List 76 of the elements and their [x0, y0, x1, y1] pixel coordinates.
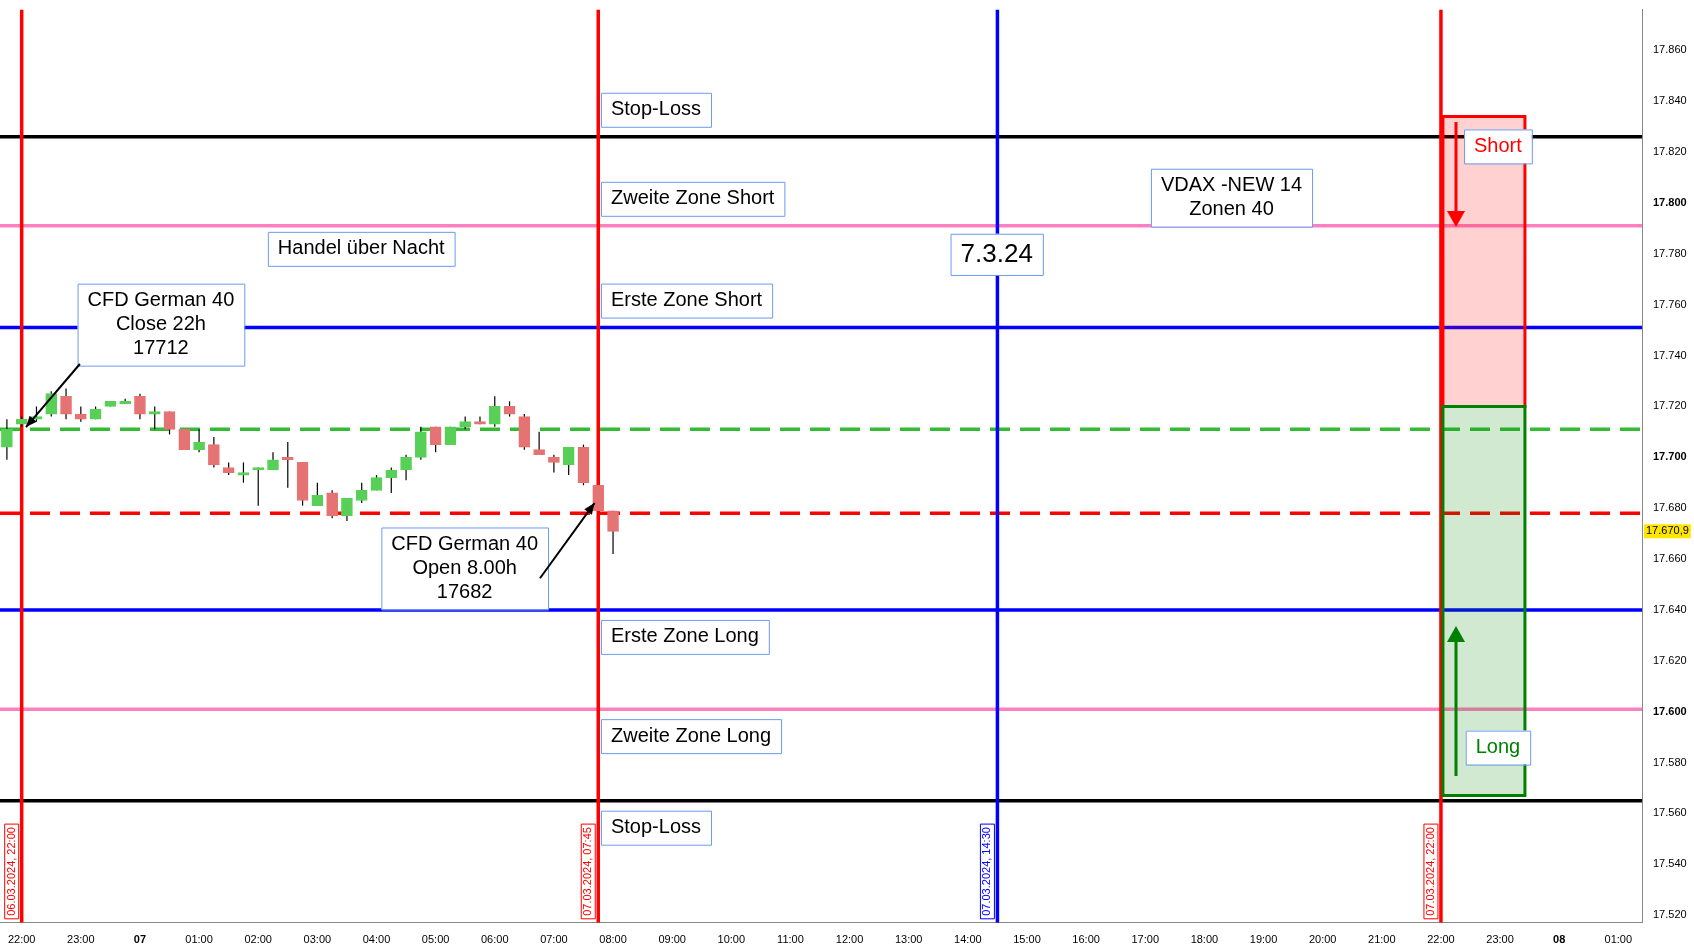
y-tick-label: 17.560 [1653, 806, 1687, 819]
x-tick-label: 22:00 [1427, 933, 1455, 946]
x-tick-label: 07:00 [540, 933, 568, 946]
x-tick-label: 10:00 [717, 933, 746, 946]
x-tick-label: 23:00 [67, 933, 95, 946]
y-tick-label: 17.760 [1653, 297, 1687, 310]
candlestick [208, 436, 220, 469]
candlestick [533, 431, 545, 456]
y-tick-label: 17.620 [1653, 653, 1687, 666]
candlestick [1, 418, 13, 461]
annotation: CFD German 40 Close 22h 17712 [87, 288, 235, 359]
ref-line-label: Stop-Loss [610, 97, 702, 120]
candlestick [548, 454, 560, 474]
ref-line-label: 07.03.2024, 14:30 [980, 827, 993, 916]
x-tick-label: 18:00 [1190, 933, 1219, 946]
x-tick-label: 22:00 [7, 933, 36, 946]
ref-line-label: Zweite Zone Short [610, 186, 775, 209]
candlestick [607, 510, 619, 555]
annotation: VDAX -NEW 14 Zonen 40 [1160, 173, 1303, 220]
y-tick-label: 17.540 [1653, 857, 1687, 870]
x-tick-label: 01:00 [185, 933, 213, 946]
x-tick-label: 16:00 [1072, 933, 1100, 946]
y-tick-label: 17.520 [1653, 908, 1687, 921]
ref-line-label: Erste Zone Short [610, 288, 763, 311]
x-tick-label: 06:00 [481, 933, 509, 946]
y-tick-label: 17.580 [1653, 755, 1687, 768]
x-tick-label: 12:00 [835, 933, 864, 946]
x-tick-label: 08 [1553, 933, 1566, 946]
y-tick-label: 17.820 [1653, 145, 1687, 158]
x-tick-label: 08:00 [599, 933, 627, 946]
y-tick-label: 17.680 [1653, 501, 1687, 514]
annotation: Handel über Nacht [277, 236, 446, 259]
x-tick-label: 05:00 [421, 933, 450, 946]
annotation: 7.3.24 [960, 237, 1033, 268]
x-tick-label: 04:00 [362, 933, 391, 946]
y-tick-label: 17.860 [1653, 43, 1687, 56]
candlestick [400, 454, 412, 481]
ref-line-label: 07.03.2024, 07:45 [581, 827, 594, 916]
x-tick-label: 14:00 [954, 933, 982, 946]
candlestick [385, 466, 398, 494]
x-tick-label: 19:00 [1249, 933, 1278, 946]
x-tick-label: 01:00 [1604, 933, 1633, 946]
y-tick-label: 17.600 [1653, 704, 1687, 717]
x-tick-label: 15:00 [1013, 933, 1041, 946]
ref-line-label: Stop-Loss [610, 815, 702, 838]
y-tick-label: 17.660 [1653, 552, 1687, 565]
x-tick-label: 07 [133, 933, 147, 946]
y-tick-label: 17.740 [1653, 348, 1687, 361]
ref-line-label: Zweite Zone Long [610, 723, 772, 746]
candlestick [193, 428, 205, 453]
text: 17.670,9 [1646, 524, 1689, 537]
x-tick-label: 21:00 [1368, 933, 1396, 946]
x-tick-label: 17:00 [1131, 933, 1160, 946]
x-tick-label: 20:00 [1308, 933, 1337, 946]
band-label: Short [1474, 133, 1523, 156]
candlestick [311, 482, 324, 507]
candlestick [326, 489, 338, 519]
ref-line-label: 06.03.2024, 22:00 [4, 827, 17, 916]
x-tick-label: 09:00 [658, 933, 686, 946]
y-tick-label: 17.720 [1653, 399, 1687, 412]
ref-line-label: 07.03.2024, 22:00 [1423, 827, 1436, 916]
y-tick-label: 17.840 [1653, 94, 1687, 107]
x-tick-label: 13:00 [894, 933, 923, 946]
annotation: CFD German 40 Open 8.00h 17682 [391, 531, 539, 602]
x-tick-label: 03:00 [303, 933, 332, 946]
band-label: Long [1475, 735, 1521, 758]
y-tick-label: 17.700 [1653, 450, 1687, 463]
candlestick [178, 428, 191, 450]
y-tick-label: 17.780 [1653, 246, 1687, 259]
x-tick-label: 11:00 [777, 933, 804, 946]
y-tick-label: 17.640 [1653, 602, 1687, 615]
candlestick [355, 482, 368, 504]
ref-line-label: Erste Zone Long [610, 624, 759, 647]
x-tick-label: 23:00 [1486, 933, 1514, 946]
x-tick-label: 02:00 [244, 933, 272, 946]
y-tick-label: 17.800 [1653, 195, 1687, 208]
